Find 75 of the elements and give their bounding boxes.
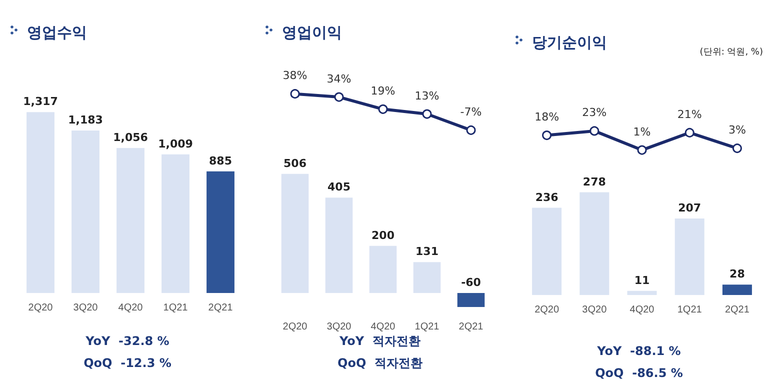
point [466,125,476,135]
point [684,128,694,138]
data-label: 236 [535,190,559,204]
bar [26,112,54,293]
point [290,89,300,99]
point [378,104,388,114]
bar [413,262,441,293]
data-label: 405 [328,180,350,194]
point [422,109,432,119]
chart-title: 영업이익 [282,24,342,42]
bar [580,192,610,295]
text: (단위: 억원, %) [700,48,764,58]
text: YoY 적자전환 [338,334,420,348]
data-label: 28 [730,268,745,281]
data-label: 19% [370,84,396,98]
data-label: -7% [460,105,482,118]
chart-title: 당기순이익 [532,34,607,52]
bar [627,290,657,295]
point [590,126,600,136]
data-label: 11 [634,274,650,287]
bar [722,284,752,295]
text: YoY -32.8 % [84,334,170,348]
bar [206,171,234,293]
x-tick-label: 2Q21 [208,302,234,314]
data-label: 506 [284,156,307,170]
data-label: 1% [633,125,651,138]
data-label: 1,317 [23,95,58,108]
point [334,92,344,102]
data-label: 885 [209,154,232,168]
bar [369,246,397,293]
bar [162,154,190,293]
x-tick-label: 4Q20 [370,322,396,332]
x-tick-label: 4Q20 [118,302,144,314]
data-label: 200 [372,228,395,242]
data-label: 1,056 [113,130,148,144]
bar [281,174,309,293]
point [637,145,647,155]
bar [325,198,353,293]
text: QoQ -12.3 % [84,356,172,370]
bar [116,148,144,293]
x-tick-label: 4Q20 [630,304,655,316]
x-tick-label: 2Q20 [282,322,308,332]
x-tick-label: 2Q20 [28,302,54,314]
data-label: 1,009 [158,137,193,150]
text: YoY -88.1 % [596,344,681,358]
x-tick-label: 1Q21 [677,304,702,316]
data-label: 1,183 [68,114,103,126]
x-tick-label: 2Q21 [724,304,750,316]
x-tick-label: 3Q20 [326,322,352,332]
x-tick-label: 1Q21 [414,322,440,332]
bar [457,292,485,308]
bar [72,130,100,293]
x-tick-label: 1Q21 [163,302,188,314]
x-tick-label: 2Q21 [458,322,484,332]
bar [532,208,562,295]
data-label: 278 [582,175,606,188]
data-label: 23% [582,106,607,120]
x-tick-label: 2Q20 [534,304,560,316]
data-label: 131 [416,245,438,258]
point [542,130,552,140]
x-tick-label: 3Q20 [73,302,98,314]
data-label: 18% [534,110,560,124]
data-label: 3% [728,124,746,137]
data-label: 34% [326,72,352,86]
text: QoQ -86.5 % [595,366,683,380]
data-label: -60 [461,276,482,289]
data-label: 38% [282,69,308,82]
chart-title: 영업수익 [27,24,87,42]
data-label: 21% [677,108,702,121]
text: QoQ 적자전환 [338,356,423,370]
data-label: 207 [678,202,702,215]
point [732,144,742,154]
data-label: 13% [414,89,440,102]
x-tick-label: 3Q20 [582,304,608,316]
bar [674,218,704,295]
